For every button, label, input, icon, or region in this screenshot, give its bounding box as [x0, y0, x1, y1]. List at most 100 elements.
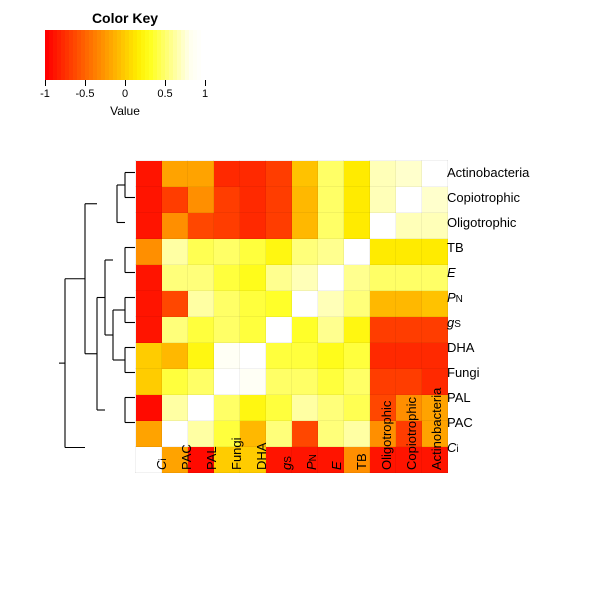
heatmap-cell — [214, 395, 240, 421]
heatmap-cell — [136, 161, 162, 187]
legend-tick-labels: -1-0.500.51 — [45, 88, 205, 102]
heatmap-cell — [318, 421, 344, 447]
heatmap-cell — [136, 395, 162, 421]
heatmap-cell — [318, 187, 344, 213]
col-label: Actinobacteria — [429, 388, 444, 470]
heatmap-cell — [188, 369, 214, 395]
row-label: PAC — [443, 410, 529, 435]
heatmap-cell — [240, 317, 266, 343]
col-label: Oligotrophic — [379, 401, 394, 470]
heatmap-cell — [266, 317, 292, 343]
heatmap-cell — [136, 369, 162, 395]
heatmap-cell — [266, 187, 292, 213]
heatmap-cell — [318, 343, 344, 369]
heatmap-cell — [318, 395, 344, 421]
heatmap-cell — [214, 239, 240, 265]
legend-title: Color Key — [40, 10, 210, 26]
heatmap-cell — [292, 161, 318, 187]
heatmap-cell — [162, 265, 188, 291]
legend-ticks — [45, 80, 205, 88]
heatmap-cell — [136, 291, 162, 317]
heatmap-cell — [214, 343, 240, 369]
heatmap-cell — [292, 213, 318, 239]
col-label: gS — [279, 456, 294, 470]
row-label: gS — [443, 310, 529, 335]
heatmap-cell — [214, 369, 240, 395]
heatmap-cell — [266, 291, 292, 317]
dendrogram-svg — [55, 160, 135, 460]
heatmap-cell — [162, 161, 188, 187]
heatmap-cell — [344, 265, 370, 291]
heatmap-cell — [318, 317, 344, 343]
heatmap-cell — [396, 369, 422, 395]
row-label: E — [443, 260, 529, 285]
heatmap-cell — [266, 421, 292, 447]
plot-area: Actinobacteria Copiotrophic Oligotrophic TB… — [55, 150, 555, 570]
heatmap-cell — [344, 369, 370, 395]
col-label: PN — [304, 454, 319, 470]
row-label: PAL — [443, 385, 529, 410]
heatmap-cell — [240, 213, 266, 239]
col-label: Ci — [154, 458, 169, 470]
heatmap-cell — [240, 395, 266, 421]
heatmap-cell — [344, 343, 370, 369]
heatmap-cell — [318, 265, 344, 291]
heatmap-cell — [396, 317, 422, 343]
heatmap-cell — [240, 161, 266, 187]
heatmap-cell — [136, 317, 162, 343]
heatmap-cell — [266, 369, 292, 395]
heatmap-cell — [266, 239, 292, 265]
heatmap-cell — [344, 395, 370, 421]
legend-color-bar — [45, 30, 205, 80]
heatmap-cell — [188, 395, 214, 421]
heatmap-cell — [162, 395, 188, 421]
heatmap-cell — [318, 239, 344, 265]
row-labels: ActinobacteriaCopiotrophicOligotrophicTB… — [443, 160, 529, 460]
heatmap-grid — [135, 160, 448, 473]
heatmap-cell — [136, 265, 162, 291]
heatmap-cell — [344, 213, 370, 239]
heatmap-cell — [188, 291, 214, 317]
heatmap-cell — [370, 187, 396, 213]
heatmap-cell — [344, 421, 370, 447]
col-label: PAC — [179, 444, 194, 470]
correlation-heatmap-figure: Color Key -1-0.500.51 Value Actinobacter… — [0, 0, 600, 597]
heatmap-cell — [266, 213, 292, 239]
heatmap-cell — [188, 161, 214, 187]
heatmap-cell — [396, 343, 422, 369]
heatmap-cell — [396, 239, 422, 265]
heatmap-cell — [162, 369, 188, 395]
heatmap-cell — [292, 317, 318, 343]
heatmap-cell — [162, 317, 188, 343]
heatmap-cell — [136, 343, 162, 369]
heatmap-cell — [344, 291, 370, 317]
heatmap-cell — [266, 395, 292, 421]
legend-value-label: Value — [110, 104, 140, 118]
heatmap-cell — [318, 161, 344, 187]
heatmap-cell — [214, 317, 240, 343]
color-key-legend: Color Key -1-0.500.51 Value — [40, 10, 210, 118]
heatmap-cell — [370, 291, 396, 317]
heatmap-cell — [188, 343, 214, 369]
col-label: Copiotrophic — [404, 397, 419, 470]
heatmap-cell — [292, 187, 318, 213]
row-label: Copiotrophic — [443, 185, 529, 210]
heatmap-cell — [370, 317, 396, 343]
heatmap-cell — [188, 213, 214, 239]
heatmap-cell — [266, 265, 292, 291]
heatmap-cell — [318, 369, 344, 395]
heatmap-cell — [292, 265, 318, 291]
col-label: TB — [354, 453, 369, 470]
heatmap-cell — [292, 343, 318, 369]
heatmap-cell — [240, 239, 266, 265]
heatmap-cell — [188, 239, 214, 265]
heatmap-cell — [136, 239, 162, 265]
heatmap-table — [135, 160, 448, 473]
row-label: Ci — [443, 435, 529, 460]
heatmap-cell — [162, 291, 188, 317]
heatmap-cell — [292, 395, 318, 421]
heatmap-cell — [162, 421, 188, 447]
heatmap-cell — [396, 265, 422, 291]
heatmap-cell — [162, 239, 188, 265]
heatmap-cell — [214, 187, 240, 213]
